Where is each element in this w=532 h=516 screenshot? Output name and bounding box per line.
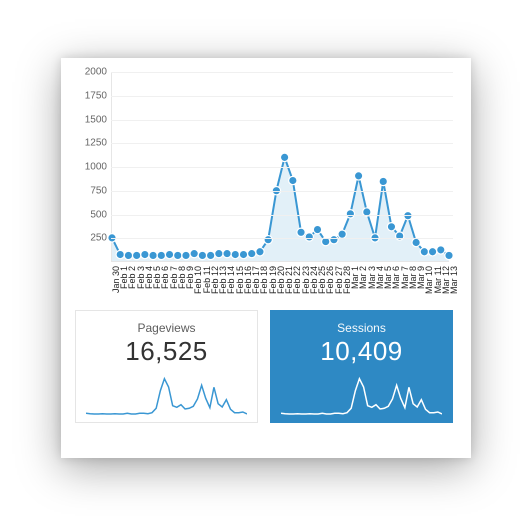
x-tick-label: Mar 13 xyxy=(449,266,459,294)
data-point[interactable] xyxy=(141,250,149,258)
card-title: Pageviews xyxy=(86,321,247,335)
data-point[interactable] xyxy=(248,249,256,257)
gridline xyxy=(111,215,453,216)
data-point[interactable] xyxy=(437,246,445,254)
data-point[interactable] xyxy=(420,248,428,256)
data-point[interactable] xyxy=(190,249,198,257)
data-point[interactable] xyxy=(330,236,338,244)
metric-cards: Pageviews 16,525 Sessions 10,409 xyxy=(75,310,453,423)
data-point[interactable] xyxy=(379,177,387,185)
y-tick-label: 1750 xyxy=(75,90,107,101)
data-point[interactable] xyxy=(206,251,214,259)
data-point[interactable] xyxy=(289,176,297,184)
gridline xyxy=(111,167,453,168)
data-point[interactable] xyxy=(223,249,231,257)
y-tick-label: 1000 xyxy=(75,162,107,173)
data-point[interactable] xyxy=(174,251,182,259)
data-point[interactable] xyxy=(124,251,132,259)
gridline xyxy=(111,191,453,192)
data-point[interactable] xyxy=(412,238,420,246)
data-point[interactable] xyxy=(445,251,453,259)
data-point[interactable] xyxy=(182,251,190,259)
y-tick-label: 1500 xyxy=(75,114,107,125)
data-point[interactable] xyxy=(256,248,264,256)
data-point[interactable] xyxy=(149,251,157,259)
data-point[interactable] xyxy=(280,153,288,161)
data-point[interactable] xyxy=(297,228,305,236)
gridline xyxy=(111,96,453,97)
y-tick-label: 2000 xyxy=(75,67,107,78)
gridline xyxy=(111,238,453,239)
data-point[interactable] xyxy=(305,233,313,241)
data-point[interactable] xyxy=(264,236,272,244)
gridline xyxy=(111,120,453,121)
data-point[interactable] xyxy=(231,250,239,258)
data-point[interactable] xyxy=(387,223,395,231)
data-point[interactable] xyxy=(313,225,321,233)
data-point[interactable] xyxy=(239,250,247,258)
sparkline-path xyxy=(86,378,247,413)
data-point[interactable] xyxy=(157,251,165,259)
y-tick-label: 750 xyxy=(75,185,107,196)
card-value: 16,525 xyxy=(86,337,247,366)
sparkline-sessions xyxy=(281,372,442,418)
card-value: 10,409 xyxy=(281,337,442,366)
card-sessions[interactable]: Sessions 10,409 xyxy=(270,310,453,423)
data-point[interactable] xyxy=(354,172,362,180)
data-point[interactable] xyxy=(198,251,206,259)
card-pageviews[interactable]: Pageviews 16,525 xyxy=(75,310,258,423)
analytics-panel: 25050075010001250150017502000Jan 30Feb 1… xyxy=(61,58,471,458)
main-line-chart: 25050075010001250150017502000Jan 30Feb 1… xyxy=(75,72,453,302)
data-point[interactable] xyxy=(132,251,140,259)
data-point[interactable] xyxy=(116,250,124,258)
data-point[interactable] xyxy=(428,248,436,256)
sparkline-pageviews xyxy=(86,372,247,418)
data-point[interactable] xyxy=(338,230,346,238)
data-point[interactable] xyxy=(404,211,412,219)
data-point[interactable] xyxy=(215,249,223,257)
data-point[interactable] xyxy=(165,250,173,258)
y-tick-label: 1250 xyxy=(75,138,107,149)
gridline xyxy=(111,72,453,73)
card-title: Sessions xyxy=(281,321,442,335)
y-tick-label: 250 xyxy=(75,233,107,244)
gridline xyxy=(111,143,453,144)
sparkline-path xyxy=(281,378,442,413)
y-tick-label: 500 xyxy=(75,209,107,220)
